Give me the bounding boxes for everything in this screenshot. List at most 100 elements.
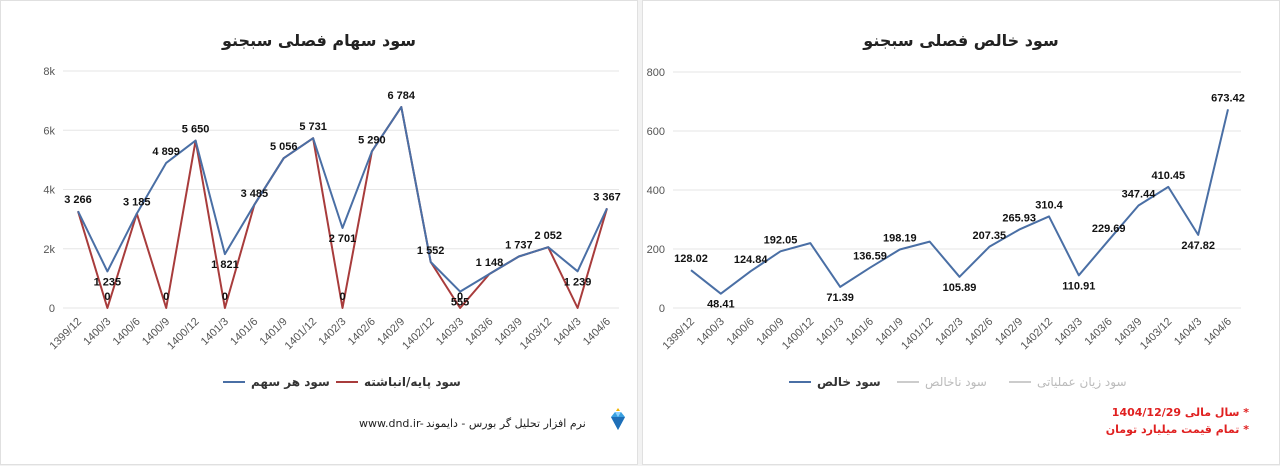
data-label: 1 148 bbox=[476, 257, 504, 269]
data-label: 71.39 bbox=[826, 292, 854, 304]
x-tick-label: 1404/3 bbox=[1172, 316, 1204, 348]
x-tick-label: 1401/6 bbox=[844, 316, 876, 348]
zero-data-label: 0 bbox=[339, 291, 345, 303]
x-tick-label: 1404/6 bbox=[581, 316, 613, 348]
data-label: 198.19 bbox=[883, 233, 917, 245]
legend-operating-profit[interactable]: سود زیان عملیاتی bbox=[1009, 375, 1127, 389]
data-label: 2 052 bbox=[534, 230, 562, 242]
currency-note: * تمام قیمت میلیارد تومان bbox=[1105, 423, 1249, 436]
x-tick-label: 1401/3 bbox=[199, 316, 231, 348]
eps-chart-panel: سود سهام فصلی سبجنو 0 2k 4k 6k 8k 1399/12 1400… bbox=[0, 0, 638, 465]
fiscal-year-note: * سال مالی 1404/12/29 bbox=[1111, 406, 1249, 419]
x-tick-label: 1402/6 bbox=[346, 316, 378, 348]
x-tick-label: 1403/6 bbox=[1083, 316, 1115, 348]
x-tick-label: 1402/6 bbox=[963, 316, 995, 348]
y-tick-label: 8k bbox=[43, 66, 55, 78]
x-tick-label: 1399/12 bbox=[661, 316, 698, 353]
net-profit-chart-panel: سود خالص فصلی سبجنو 0 200 400 600 800 1399/12… bbox=[642, 0, 1280, 465]
x-tick-label: 1400/12 bbox=[165, 316, 202, 353]
y-tick-label: 600 bbox=[647, 126, 665, 138]
data-label: 207.35 bbox=[973, 230, 1007, 242]
data-label: 6 784 bbox=[388, 90, 416, 102]
data-label: 3 185 bbox=[123, 197, 151, 209]
eps-chart-svg: 02k4k6k8k1399/121400/31400/61400/91400/1… bbox=[43, 66, 621, 353]
x-tick-label: 1399/12 bbox=[48, 316, 85, 353]
legend-base-eps-label: سود پایه/انباشته bbox=[364, 375, 461, 389]
data-label: 1 821 bbox=[211, 259, 239, 271]
x-tick-label: 1403/12 bbox=[518, 316, 555, 353]
data-label: 192.05 bbox=[764, 234, 798, 246]
x-tick-label: 1402/12 bbox=[400, 316, 437, 353]
y-tick-label: 4k bbox=[43, 185, 55, 197]
x-tick-label: 1402/3 bbox=[316, 316, 348, 348]
zero-data-label: 0 bbox=[457, 291, 463, 303]
y-tick-label: 0 bbox=[659, 303, 665, 315]
y-tick-label: 400 bbox=[647, 185, 665, 197]
legend-eps-label: سود هر سهم bbox=[251, 375, 330, 389]
y-tick-label: 0 bbox=[49, 303, 55, 315]
legend-base-eps-swatch bbox=[336, 381, 358, 383]
data-label: 5 731 bbox=[299, 121, 327, 133]
x-tick-label: 1402/3 bbox=[933, 316, 965, 348]
data-label: 5 650 bbox=[182, 124, 210, 136]
legend-net-profit[interactable]: سود خالص bbox=[789, 375, 881, 389]
y-tick-label: 200 bbox=[647, 244, 665, 256]
data-label: 1 552 bbox=[417, 245, 445, 257]
data-label: 128.02 bbox=[674, 253, 708, 265]
legend-gross-profit[interactable]: سود ناخالص bbox=[897, 375, 987, 389]
data-label: 555 bbox=[451, 297, 469, 309]
footer-software: نرم افزار تحلیل گر بورس - دایموند bbox=[426, 417, 586, 430]
legend-net-profit-label: سود خالص bbox=[817, 375, 881, 389]
data-label: 229.69 bbox=[1092, 223, 1126, 235]
data-label: 124.84 bbox=[734, 254, 769, 266]
x-tick-label: 1401/12 bbox=[899, 316, 936, 353]
y-tick-label: 6k bbox=[43, 125, 55, 137]
footer-website[interactable]: www.dnd.ir- bbox=[359, 417, 424, 430]
x-tick-label: 1400/3 bbox=[81, 316, 113, 348]
x-tick-label: 1403/3 bbox=[1053, 316, 1085, 348]
data-label: 1 235 bbox=[94, 276, 122, 288]
data-label: 4 899 bbox=[152, 146, 180, 158]
legend-gross-profit-swatch bbox=[897, 381, 919, 383]
zero-data-label: 0 bbox=[222, 291, 228, 303]
data-label: 3 367 bbox=[593, 191, 621, 203]
zero-data-label: 0 bbox=[104, 291, 110, 303]
data-label: 247.82 bbox=[1181, 240, 1215, 252]
x-tick-label: 1402/12 bbox=[1019, 316, 1056, 353]
data-label: 265.93 bbox=[1002, 213, 1036, 225]
legend-net-profit-swatch bbox=[789, 381, 811, 383]
legend-gross-profit-label: سود ناخالص bbox=[925, 375, 987, 389]
x-tick-label: 1400/3 bbox=[695, 316, 727, 348]
x-tick-label: 1401/3 bbox=[814, 316, 846, 348]
y-tick-label: 2k bbox=[43, 244, 55, 256]
legend-eps[interactable]: سود هر سهم bbox=[223, 375, 330, 389]
data-label: 1 239 bbox=[564, 276, 592, 288]
data-label: 347.44 bbox=[1122, 189, 1157, 201]
data-label: 2 701 bbox=[329, 233, 357, 245]
legend-operating-profit-swatch bbox=[1009, 381, 1031, 383]
data-label: 5 290 bbox=[358, 134, 386, 146]
x-tick-label: 1401/6 bbox=[228, 316, 260, 348]
series-line bbox=[77, 106, 608, 293]
data-label: 48.41 bbox=[707, 299, 735, 311]
data-label: 3 266 bbox=[64, 194, 92, 206]
x-tick-label: 1404/6 bbox=[1202, 316, 1234, 348]
x-tick-label: 1400/12 bbox=[780, 316, 817, 353]
data-label: 673.42 bbox=[1211, 92, 1245, 104]
series-line bbox=[77, 106, 608, 309]
data-label: 410.45 bbox=[1152, 170, 1186, 182]
data-label: 1 737 bbox=[505, 240, 533, 252]
eps-chart-title: سود سهام فصلی سبجنو bbox=[221, 31, 417, 50]
x-tick-label: 1403/12 bbox=[1138, 316, 1175, 353]
data-label: 110.91 bbox=[1062, 280, 1095, 292]
data-label: 310.4 bbox=[1035, 199, 1063, 211]
series-line bbox=[690, 109, 1229, 295]
x-tick-label: 1400/6 bbox=[725, 316, 757, 348]
net-profit-chart-svg: 02004006008001399/121400/31400/61400/914… bbox=[647, 67, 1245, 353]
legend-operating-profit-label: سود زیان عملیاتی bbox=[1037, 375, 1127, 389]
data-label: 5 056 bbox=[270, 141, 298, 153]
x-tick-label: 1400/6 bbox=[111, 316, 143, 348]
diamond-icon bbox=[611, 408, 625, 430]
data-label: 3 485 bbox=[241, 188, 269, 200]
legend-base-eps[interactable]: سود پایه/انباشته bbox=[336, 375, 461, 389]
